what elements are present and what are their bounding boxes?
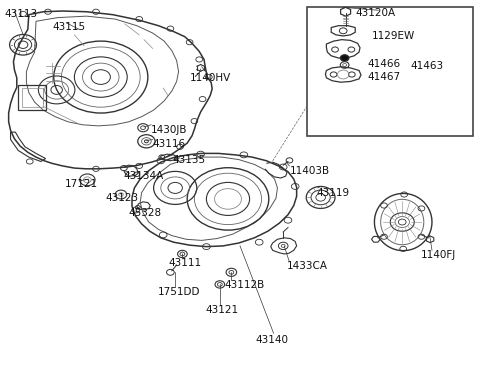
Text: 1751DD: 1751DD xyxy=(157,287,200,297)
Text: 41466: 41466 xyxy=(367,59,400,69)
Text: 1140FJ: 1140FJ xyxy=(420,250,456,260)
Text: 1129EW: 1129EW xyxy=(372,31,415,41)
Text: 43119: 43119 xyxy=(317,188,350,198)
Text: 43140: 43140 xyxy=(256,335,289,345)
Text: 43111: 43111 xyxy=(168,258,201,268)
Text: 43121: 43121 xyxy=(205,305,239,315)
Text: 45328: 45328 xyxy=(129,208,162,218)
Text: 43113: 43113 xyxy=(5,9,38,19)
Text: 41467: 41467 xyxy=(367,72,400,81)
Text: 11403B: 11403B xyxy=(289,166,330,176)
Text: 43135: 43135 xyxy=(173,155,206,165)
Text: 43123: 43123 xyxy=(106,193,139,203)
Text: 43112B: 43112B xyxy=(225,280,265,290)
Text: 1430JB: 1430JB xyxy=(151,125,188,135)
Circle shape xyxy=(340,55,349,61)
Bar xyxy=(22,88,43,107)
Text: 43120A: 43120A xyxy=(355,8,396,18)
Text: 1140HV: 1140HV xyxy=(190,73,231,83)
Text: 43115: 43115 xyxy=(53,22,86,32)
Bar xyxy=(18,85,46,110)
Text: 43134A: 43134A xyxy=(124,171,164,181)
Text: 43116: 43116 xyxy=(153,139,186,149)
Bar xyxy=(307,7,473,136)
Text: 17121: 17121 xyxy=(65,179,98,189)
Text: 1433CA: 1433CA xyxy=(287,261,328,271)
Text: 41463: 41463 xyxy=(410,61,444,70)
